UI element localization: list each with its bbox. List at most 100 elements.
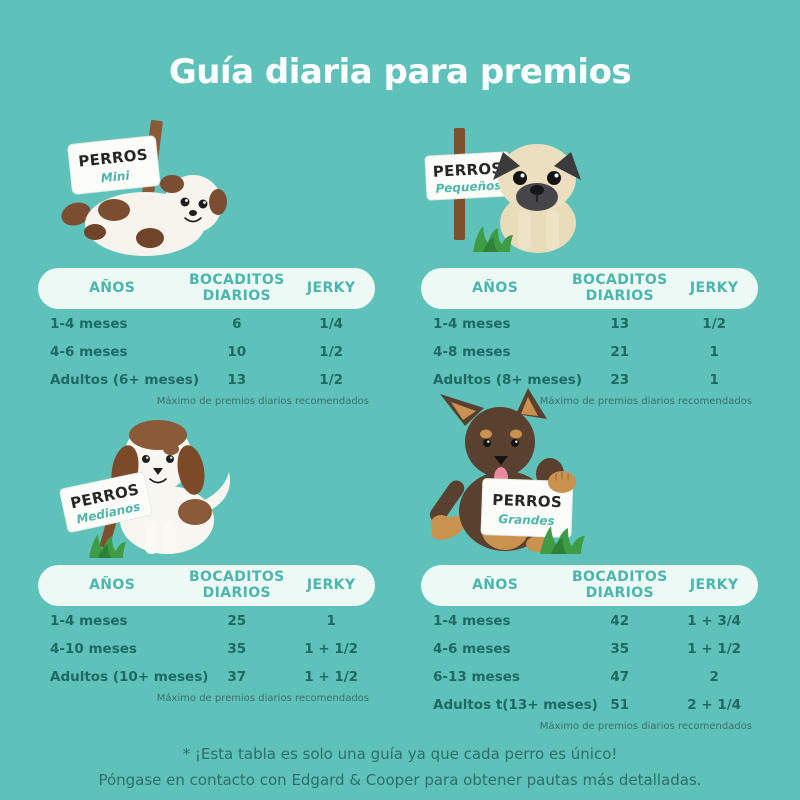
col-header-anos: AÑOS xyxy=(472,279,519,296)
sign-label: PERROS xyxy=(492,491,562,511)
sign-board: PERROS Mini xyxy=(67,135,161,195)
dog-medianos-illustration: PERROS Medianos xyxy=(59,420,230,558)
jerky-cell: 1 xyxy=(709,343,719,360)
grass-icon xyxy=(473,226,513,252)
jerky-cell: 1 xyxy=(326,612,336,629)
grass-icon xyxy=(89,534,126,558)
age-cell: Adultos (8+ meses) xyxy=(433,371,583,388)
age-cell: 4-6 meses xyxy=(50,343,128,360)
jerky-cell: 1/2 xyxy=(319,343,344,360)
footer-disclaimer: * ¡Esta tabla es solo una guía ya que ca… xyxy=(0,744,800,796)
bocaditos-cell: 21 xyxy=(610,343,630,360)
bocaditos-cell: 37 xyxy=(227,668,247,685)
table-row: 1-4 meses 42 1 + 3/4 xyxy=(421,607,758,634)
col-header-jerky: JERKY xyxy=(689,279,739,296)
table-row: 4-6 meses 10 1/2 xyxy=(38,338,375,365)
col-header-anos: AÑOS xyxy=(89,279,136,296)
sign-board: PERROS Medianos xyxy=(59,471,153,533)
table-row: 1-4 meses 6 1/4 xyxy=(38,310,375,337)
page-title: Guía diaria para premios xyxy=(168,52,632,92)
jerky-cell: 1 + 1/2 xyxy=(687,640,742,657)
col-header-anos: AÑOS xyxy=(472,576,519,593)
age-cell: 4-6 meses xyxy=(433,640,511,657)
jerky-cell: 1/4 xyxy=(319,315,344,332)
grass-icon xyxy=(540,526,585,554)
age-cell: 1-4 meses xyxy=(433,612,511,629)
table-row: Adultos (8+ meses) 23 1 xyxy=(421,366,758,393)
sign-label: PERROS xyxy=(432,159,503,181)
table-perros-grandes: AÑOS BOCADITOS DIARIOS JERKY 1-4 meses 4… xyxy=(421,565,758,732)
jerky-cell: 1 + 1/2 xyxy=(304,668,359,685)
col-header-jerky: JERKY xyxy=(306,279,356,296)
bocaditos-cell: 10 xyxy=(227,343,247,360)
dog-mini-body xyxy=(61,175,227,256)
age-cell: Adultos (6+ meses) xyxy=(50,371,200,388)
bocaditos-cell: 13 xyxy=(610,315,630,332)
table-row: Adultos (10+ meses) 37 1 + 1/2 xyxy=(38,663,375,690)
bocaditos-cell: 47 xyxy=(610,668,630,685)
col-header-bocaditos: BOCADITOS DIARIOS xyxy=(188,271,285,304)
jerky-cell: 1/2 xyxy=(319,371,344,388)
age-cell: 1-4 meses xyxy=(50,612,128,629)
table-row: 4-6 meses 35 1 + 1/2 xyxy=(421,635,758,662)
table-perros-mini: AÑOS BOCADITOS DIARIOS JERKY 1-4 meses 6… xyxy=(38,268,375,407)
age-cell: 4-8 meses xyxy=(433,343,511,360)
table-header-row: AÑOS BOCADITOS DIARIOS JERKY xyxy=(38,565,375,606)
jerky-cell: 1 xyxy=(709,371,719,388)
jerky-cell: 1/2 xyxy=(702,315,727,332)
jerky-cell: 2 xyxy=(709,668,719,685)
table-row: Adultos (6+ meses) 13 1/2 xyxy=(38,366,375,393)
table-perros-pequenos: AÑOS BOCADITOS DIARIOS JERKY 1-4 meses 1… xyxy=(421,268,758,407)
dog-paw xyxy=(548,471,576,493)
bocaditos-cell: 35 xyxy=(227,640,247,657)
table-row: 4-8 meses 21 1 xyxy=(421,338,758,365)
dog-grandes-illustration: PERROS Grandes xyxy=(429,388,585,554)
table-header-row: AÑOS BOCADITOS DIARIOS JERKY xyxy=(421,268,758,309)
footer-line-2: Póngase en contacto con Edgard & Cooper … xyxy=(98,771,702,789)
bocaditos-cell: 23 xyxy=(610,371,630,388)
bocaditos-cell: 35 xyxy=(610,640,630,657)
table-row: 1-4 meses 25 1 xyxy=(38,607,375,634)
table-note: Máximo de premios diarios recomendados xyxy=(539,721,752,732)
jerky-cell: 2 + 1/4 xyxy=(687,696,742,713)
table-header-row: AÑOS BOCADITOS DIARIOS JERKY xyxy=(421,565,758,606)
jerky-cell: 1 + 1/2 xyxy=(304,640,359,657)
age-cell: 1-4 meses xyxy=(50,315,128,332)
col-header-bocaditos: BOCADITOS DIARIOS xyxy=(188,568,285,601)
table-row: 6-13 meses 47 2 xyxy=(421,663,758,690)
bocaditos-cell: 51 xyxy=(610,696,630,713)
col-header-jerky: JERKY xyxy=(306,576,356,593)
table-note: Máximo de premios diarios recomendados xyxy=(156,693,369,704)
sign-board: PERROS Grandes xyxy=(480,478,574,538)
table-note: Máximo de premios diarios recomendados xyxy=(539,396,752,407)
dog-pequenos-illustration: PERROS Pequeños xyxy=(424,128,581,253)
sign-size-label: Pequeños xyxy=(435,178,501,195)
dog-mini-illustration: PERROS Mini xyxy=(61,119,227,256)
dog-pequenos-body xyxy=(493,144,581,253)
table-perros-medianos: AÑOS BOCADITOS DIARIOS JERKY 1-4 meses 2… xyxy=(38,565,375,704)
sign-board: PERROS Pequeños xyxy=(424,151,512,201)
col-header-bocaditos: BOCADITOS DIARIOS xyxy=(571,271,668,304)
col-header-anos: AÑOS xyxy=(89,576,136,593)
bocaditos-cell: 6 xyxy=(232,315,242,332)
age-cell: 4-10 meses xyxy=(50,640,137,657)
sign-size-label: Mini xyxy=(100,168,131,185)
table-row: 1-4 meses 13 1/2 xyxy=(421,310,758,337)
table-row: Adultos t(13+ meses) 51 2 + 1/4 xyxy=(421,691,758,718)
age-cell: 1-4 meses xyxy=(433,315,511,332)
bocaditos-cell: 42 xyxy=(610,612,630,629)
table-header-row: AÑOS BOCADITOS DIARIOS JERKY xyxy=(38,268,375,309)
age-cell: Adultos t(13+ meses) xyxy=(433,696,598,713)
footer-line-1: * ¡Esta tabla es solo una guía ya que ca… xyxy=(182,745,618,763)
bocaditos-cell: 13 xyxy=(227,371,247,388)
table-row: 4-10 meses 35 1 + 1/2 xyxy=(38,635,375,662)
col-header-jerky: JERKY xyxy=(689,576,739,593)
age-cell: 6-13 meses xyxy=(433,668,520,685)
table-note: Máximo de premios diarios recomendados xyxy=(156,396,369,407)
jerky-cell: 1 + 3/4 xyxy=(687,612,742,629)
age-cell: Adultos (10+ meses) xyxy=(50,668,209,685)
bocaditos-cell: 25 xyxy=(227,612,247,629)
col-header-bocaditos: BOCADITOS DIARIOS xyxy=(571,568,668,601)
sign-size-label: Grandes xyxy=(498,512,555,528)
